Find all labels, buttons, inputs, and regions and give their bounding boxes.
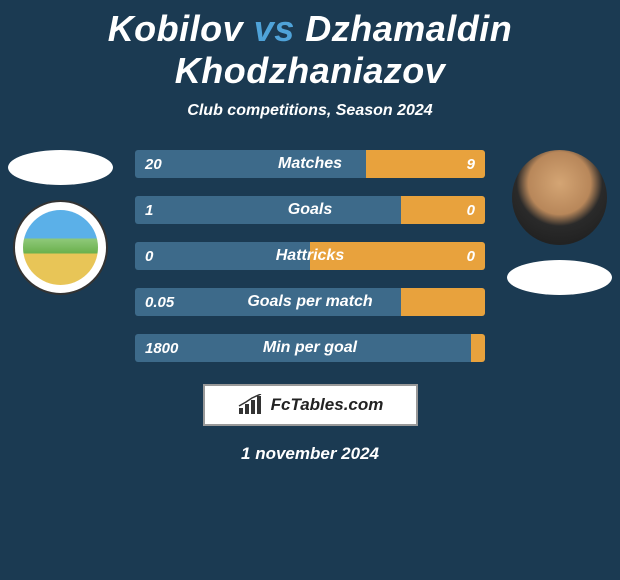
left-column [8,150,113,295]
stat-bars: 209Matches 10Goals 00Hattricks 0.05Goals pe… [135,150,485,362]
right-column [507,150,612,295]
right-ellipse [507,260,612,295]
brand-text: FcTables.com [271,395,384,415]
stat-label: Goals [135,196,485,224]
comparison-title: Kobilov vs Dzhamaldin Khodzhaniazov [0,0,620,92]
stat-row: 209Matches [135,150,485,178]
stat-label: Goals per match [135,288,485,316]
stat-row: 1800Min per goal [135,334,485,362]
stat-row: 00Hattricks [135,242,485,270]
subtitle: Club competitions, Season 2024 [0,102,620,120]
stat-row: 0.05Goals per match [135,288,485,316]
stat-label: Min per goal [135,334,485,362]
player1-name: Kobilov [108,8,244,49]
left-club-logo [13,200,108,295]
stat-row: 10Goals [135,196,485,224]
brand-chart-icon [237,394,265,416]
date-text: 1 november 2024 [0,444,620,464]
stat-label: Matches [135,150,485,178]
stat-label: Hattricks [135,242,485,270]
content-area: 209Matches 10Goals 00Hattricks 0.05Goals pe… [0,150,620,464]
brand-box: FcTables.com [203,384,418,426]
right-player-avatar [512,150,607,245]
vs-text: vs [254,8,295,49]
left-ellipse [8,150,113,185]
